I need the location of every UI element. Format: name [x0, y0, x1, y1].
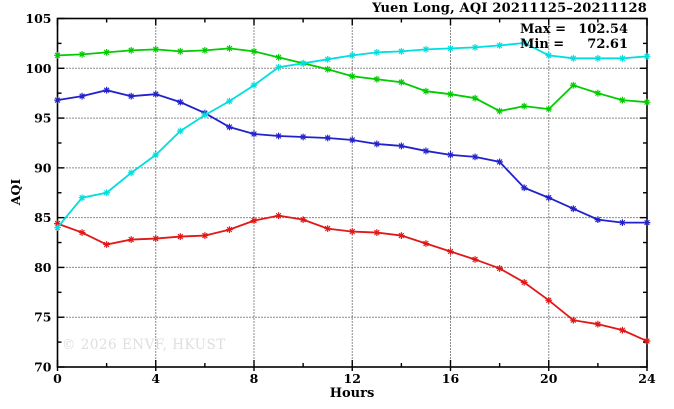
x-tick-label: 20	[540, 371, 558, 386]
series-cyan-line	[56, 42, 648, 229]
min-value: 72.61	[587, 37, 628, 52]
y-tick-label: 70	[34, 360, 52, 375]
x-tick-label: 24	[638, 371, 656, 386]
plot-border	[56, 17, 648, 368]
x-axis-label: Hours	[329, 386, 375, 401]
y-tick-label: 105	[25, 11, 51, 26]
chart-title: Yuen Long, AQI 20211125–20211128	[372, 1, 647, 16]
x-tick-label: 16	[442, 371, 460, 386]
y-axis-label: AQI	[8, 178, 23, 206]
y-tick-label: 75	[34, 310, 51, 325]
x-tick-label: 0	[53, 371, 62, 386]
series-cyan-markers	[54, 39, 651, 231]
max-label: Max =	[520, 22, 566, 37]
min-label: Min =	[520, 37, 565, 52]
series-green-markers	[54, 44, 651, 115]
max-min-annotation: Max = 102.54 Min = 72.61	[520, 22, 628, 52]
y-tick-label: 80	[34, 260, 52, 275]
y-tick-label: 85	[34, 210, 51, 225]
y-tick-label: 90	[34, 160, 52, 175]
x-tick-label: 4	[151, 371, 160, 386]
x-tick-label: 8	[250, 371, 259, 386]
series-blue-line	[57, 89, 647, 224]
min-row: Min = 72.61	[520, 37, 628, 52]
max-row: Max = 102.54	[520, 22, 628, 37]
x-tick-label: 12	[344, 371, 361, 386]
y-tick-label: 100	[25, 61, 51, 76]
max-value: 102.54	[578, 22, 628, 37]
watermark: © 2026 ENVF, HKUST	[62, 337, 226, 353]
y-tick-label: 95	[34, 111, 51, 126]
series-blue-markers	[54, 86, 651, 227]
series-red-markers	[54, 212, 651, 345]
